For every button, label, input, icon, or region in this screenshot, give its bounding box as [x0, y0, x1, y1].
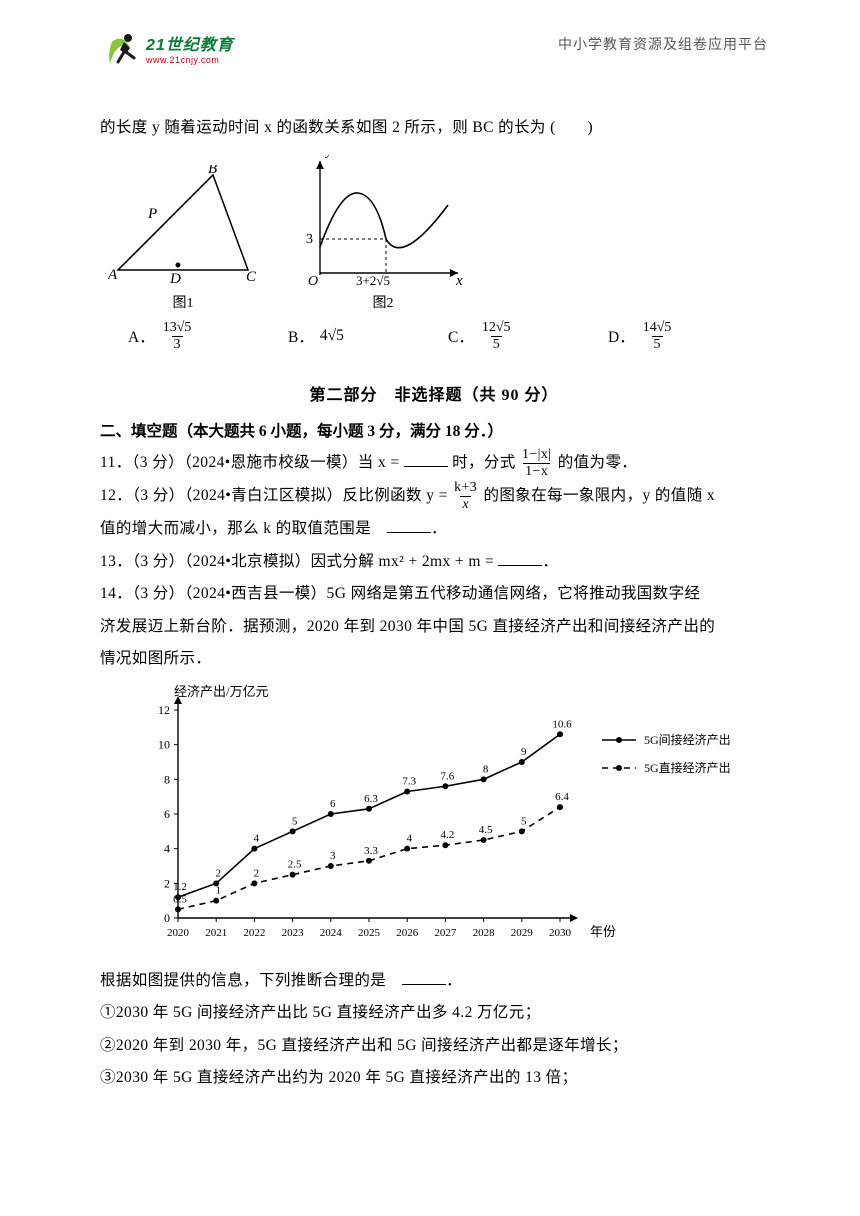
svg-text:2025: 2025 — [358, 927, 381, 939]
q12-blank — [387, 518, 431, 534]
svg-text:4: 4 — [164, 842, 170, 856]
svg-text:x: x — [455, 273, 463, 285]
q14-s1: ①2030 年 5G 间接经济产出比 5G 直接经济产出多 4.2 万亿元； — [100, 997, 768, 1030]
svg-text:y: y — [324, 155, 333, 159]
svg-text:3: 3 — [306, 232, 313, 247]
svg-text:6: 6 — [164, 807, 170, 821]
figure-1: A B C P D 图1 — [108, 165, 258, 312]
svg-text:10: 10 — [158, 738, 170, 752]
svg-text:1.2: 1.2 — [173, 881, 187, 893]
triangle-diagram: A B C P D — [108, 165, 258, 285]
svg-text:1: 1 — [215, 885, 221, 897]
svg-text:C: C — [246, 269, 257, 285]
svg-text:7.3: 7.3 — [402, 775, 416, 787]
svg-text:3.3: 3.3 — [364, 845, 378, 857]
svg-text:10.6: 10.6 — [552, 718, 572, 730]
svg-text:12: 12 — [158, 703, 170, 717]
choice-row: A． 13√53 B． 4√5 C． 12√55 D． 14√55 — [128, 320, 768, 353]
choice-b: B． 4√5 — [288, 320, 448, 353]
brand-logo: 21世纪教育 www.21cnjy.com — [100, 28, 234, 68]
svg-text:5: 5 — [292, 815, 298, 827]
q14-blank — [402, 969, 446, 985]
svg-text:6.4: 6.4 — [555, 791, 569, 803]
svg-text:6: 6 — [330, 798, 336, 810]
svg-text:经济产出/万亿元: 经济产出/万亿元 — [174, 684, 269, 699]
runner-icon — [100, 28, 144, 68]
q14-chart: 经济产出/万亿元02468101220202021202220232024202… — [100, 682, 768, 957]
svg-text:5G间接经济产出: 5G间接经济产出 — [644, 732, 731, 747]
svg-text:4.5: 4.5 — [479, 824, 493, 836]
q11-blank — [404, 451, 448, 467]
svg-text:4: 4 — [406, 833, 412, 845]
svg-text:5: 5 — [521, 815, 527, 827]
intro-line: 的长度 y 随着运动时间 x 的函数关系如图 2 所示，则 BC 的长为 ( ) — [100, 112, 768, 145]
q14-l2: 济发展迈上新台阶．据预测，2020 年到 2030 年中国 5G 直接经济产出和… — [100, 611, 768, 644]
svg-text:9: 9 — [521, 746, 527, 758]
choice-d: D． 14√55 — [608, 320, 768, 353]
svg-text:4.2: 4.2 — [441, 829, 455, 841]
svg-text:2026: 2026 — [396, 927, 419, 939]
q14-after: 根据如图提供的信息，下列推断合理的是 ． — [100, 965, 768, 998]
svg-text:2: 2 — [254, 867, 260, 879]
intro-text: 的长度 y 随着运动时间 x 的函数关系如图 2 所示，则 BC 的长为 ( ) — [100, 119, 593, 136]
fig2-caption: 图2 — [298, 292, 468, 312]
q12-line2: 值的增大而减小，那么 k 的取值范围是 ． — [100, 513, 768, 546]
svg-text:2: 2 — [164, 876, 170, 890]
brand-url: www.21cnjy.com — [146, 55, 234, 65]
svg-text:2020: 2020 — [167, 927, 190, 939]
svg-text:8: 8 — [164, 772, 170, 786]
economic-chart: 经济产出/万亿元02468101220202021202220232024202… — [100, 682, 740, 952]
svg-text:5G直接经济产出: 5G直接经济产出 — [644, 760, 731, 775]
q13-blank — [498, 550, 542, 566]
q14-s2: ②2020 年到 2030 年，5G 直接经济产出和 5G 间接经济产出都是逐年… — [100, 1030, 768, 1063]
svg-text:0.5: 0.5 — [173, 893, 187, 905]
section-2-title: 第二部分 非选择题（共 90 分） — [100, 381, 768, 405]
page-header: 21世纪教育 www.21cnjy.com 中小学教育资源及组卷应用平台 — [100, 28, 768, 68]
svg-text:7.6: 7.6 — [441, 770, 455, 782]
fig1-caption: 图1 — [108, 292, 258, 312]
svg-text:2023: 2023 — [282, 927, 305, 939]
svg-text:B: B — [208, 165, 217, 177]
svg-text:8: 8 — [483, 763, 489, 775]
q13: 13．（3 分）（2024•北京模拟）因式分解 mx² + 2mx + m = … — [100, 546, 768, 579]
brand-title: 21世纪教育 — [146, 31, 234, 55]
svg-text:2030: 2030 — [549, 927, 572, 939]
svg-text:0: 0 — [164, 911, 170, 925]
q12-line1: 12．（3 分）（2024•青白江区模拟）反比例函数 y = k+3x 的图象在… — [100, 480, 768, 513]
svg-text:2028: 2028 — [473, 927, 496, 939]
svg-text:2: 2 — [215, 867, 221, 879]
svg-text:年份: 年份 — [590, 924, 616, 939]
svg-text:3+2√5: 3+2√5 — [356, 273, 390, 285]
q14-l3: 情况如图所示． — [100, 643, 768, 676]
svg-text:4: 4 — [254, 833, 260, 845]
section-2-heading: 二、填空题（本大题共 6 小题，每小题 3 分，满分 18 分．） — [100, 419, 768, 441]
graph-diagram: 3 y x O 3+2√5 — [298, 155, 468, 285]
svg-text:2.5: 2.5 — [288, 859, 302, 871]
svg-text:2024: 2024 — [320, 927, 343, 939]
figures-row: A B C P D 图1 3 y x O 3+2√5 — [108, 155, 768, 312]
choice-c: C． 12√55 — [448, 320, 608, 353]
svg-text:3: 3 — [330, 850, 336, 862]
figure-2: 3 y x O 3+2√5 图2 — [298, 155, 468, 312]
svg-text:D: D — [169, 271, 181, 285]
q11: 11．（3 分）（2024•恩施市校级一模）当 x = 时，分式 1−|x|1−… — [100, 447, 768, 480]
q14-s3: ③2030 年 5G 直接经济产出约为 2020 年 5G 直接经济产出的 13… — [100, 1062, 768, 1095]
svg-text:A: A — [108, 267, 118, 283]
choice-a: A． 13√53 — [128, 320, 288, 353]
svg-text:2027: 2027 — [434, 927, 457, 939]
svg-text:P: P — [147, 206, 157, 222]
svg-text:2029: 2029 — [511, 927, 534, 939]
svg-text:2021: 2021 — [205, 927, 227, 939]
svg-text:2022: 2022 — [243, 927, 265, 939]
svg-text:O: O — [308, 274, 318, 285]
q14-l1: 14．（3 分）（2024•西吉县一模）5G 网络是第五代移动通信网络，它将推动… — [100, 578, 768, 611]
header-subtitle: 中小学教育资源及组卷应用平台 — [558, 28, 768, 54]
svg-text:6.3: 6.3 — [364, 793, 378, 805]
